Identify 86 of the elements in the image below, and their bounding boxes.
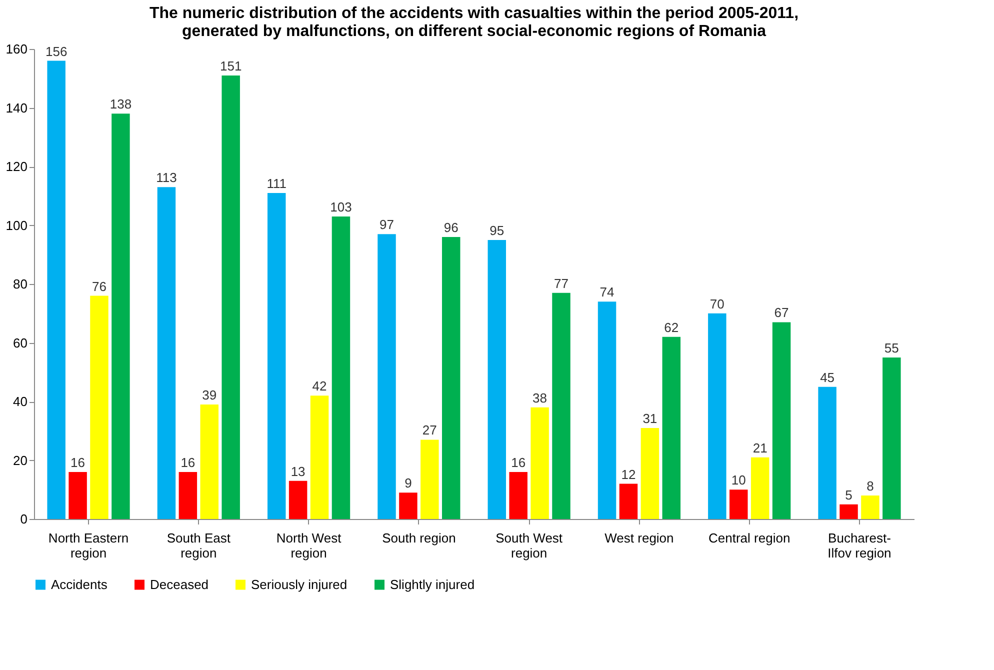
- bar: [267, 192, 286, 519]
- bar: [598, 302, 616, 519]
- data-label: 45: [820, 370, 835, 385]
- chart-title: The numeric distribution of the accidents with casualties within the period 2005-2011, generated by malfunctions, on different social-economic regions of Romania: [149, 5, 799, 40]
- bar: [772, 322, 791, 519]
- bar: [222, 75, 240, 519]
- data-label: 70: [710, 296, 724, 312]
- data-label: 16: [180, 455, 196, 470]
- y-tick-label: 60: [13, 335, 28, 350]
- y-tick-label: 160: [6, 42, 28, 56]
- bar: [420, 440, 439, 519]
- bar: [882, 357, 901, 519]
- y-tick-label: 80: [13, 276, 28, 292]
- data-label: 21: [752, 440, 768, 456]
- x-tick-label: South region: [382, 530, 456, 546]
- data-label: 13: [290, 464, 306, 479]
- data-label: 9: [404, 476, 412, 491]
- bar: [530, 407, 549, 519]
- x-tick-label: Central region: [708, 530, 790, 546]
- data-label: 156: [45, 44, 68, 59]
- bar: [47, 60, 66, 519]
- data-label: 39: [202, 387, 217, 402]
- bar: [157, 187, 176, 519]
- bar: [750, 457, 770, 519]
- data-label: 62: [664, 320, 679, 335]
- data-label: 27: [422, 422, 437, 438]
- data-label: 16: [511, 455, 526, 470]
- data-label: 42: [312, 378, 327, 394]
- x-tick-label: North West region: [276, 530, 342, 560]
- data-label: 67: [774, 305, 789, 320]
- data-label: 151: [220, 58, 242, 74]
- data-label: 10: [731, 472, 746, 488]
- bar: [552, 292, 570, 519]
- data-label: 16: [70, 455, 86, 470]
- bar: [840, 504, 858, 519]
- legend-label: Seriously injured: [251, 576, 348, 592]
- legend-label: Accidents: [51, 576, 108, 592]
- y-tick-label: 20: [13, 452, 28, 468]
- data-label: 111: [266, 176, 286, 191]
- data-label: 38: [532, 390, 548, 406]
- data-label: 96: [444, 220, 458, 235]
- bar: [730, 490, 748, 519]
- bar: [818, 386, 836, 519]
- y-tick-label: 100: [6, 218, 28, 233]
- bar: [488, 240, 506, 519]
- legend-label: Deceased: [150, 576, 209, 592]
- legend-label: Slightly injured: [390, 576, 475, 592]
- y-tick-label: 0: [20, 512, 28, 526]
- bar: [662, 336, 681, 519]
- y-tick-label: 140: [6, 100, 28, 116]
- bar: [378, 234, 396, 519]
- data-label: 77: [554, 276, 568, 291]
- bar: [708, 313, 726, 519]
- x-tick-label: South West region: [496, 530, 563, 560]
- y-tick-label: 120: [6, 159, 28, 174]
- y-tick-label: 40: [13, 394, 28, 409]
- data-label: 138: [110, 96, 132, 112]
- data-label: 5: [845, 487, 852, 502]
- bar: [640, 428, 660, 519]
- bar: [332, 216, 350, 519]
- bar: [288, 480, 308, 519]
- data-label: 95: [490, 222, 504, 238]
- x-tick-label: North Eastern region: [48, 530, 129, 560]
- bar: [68, 472, 87, 519]
- bar: [619, 484, 638, 519]
- bar: [200, 404, 218, 519]
- bar: [178, 472, 198, 519]
- data-label: 113: [156, 170, 177, 186]
- x-tick-label: West region: [604, 530, 674, 546]
- data-label: 55: [884, 340, 899, 356]
- x-tick-label: South East region: [166, 530, 231, 560]
- bar: [310, 396, 329, 519]
- bar: [399, 492, 418, 519]
- data-label: 76: [92, 278, 106, 294]
- data-label: 74: [600, 284, 614, 300]
- bar: [861, 496, 880, 519]
- bar: [112, 114, 130, 519]
- data-label: 12: [621, 466, 636, 482]
- x-tick-label: Bucharest-Ilfov region: [828, 530, 892, 560]
- data-label: 103: [330, 199, 352, 214]
- data-label: 31: [642, 410, 658, 426]
- bar: [90, 296, 108, 519]
- bar: [442, 237, 460, 519]
- bar: [509, 472, 528, 519]
- data-label: 97: [380, 217, 394, 232]
- data-label: 8: [866, 478, 874, 494]
